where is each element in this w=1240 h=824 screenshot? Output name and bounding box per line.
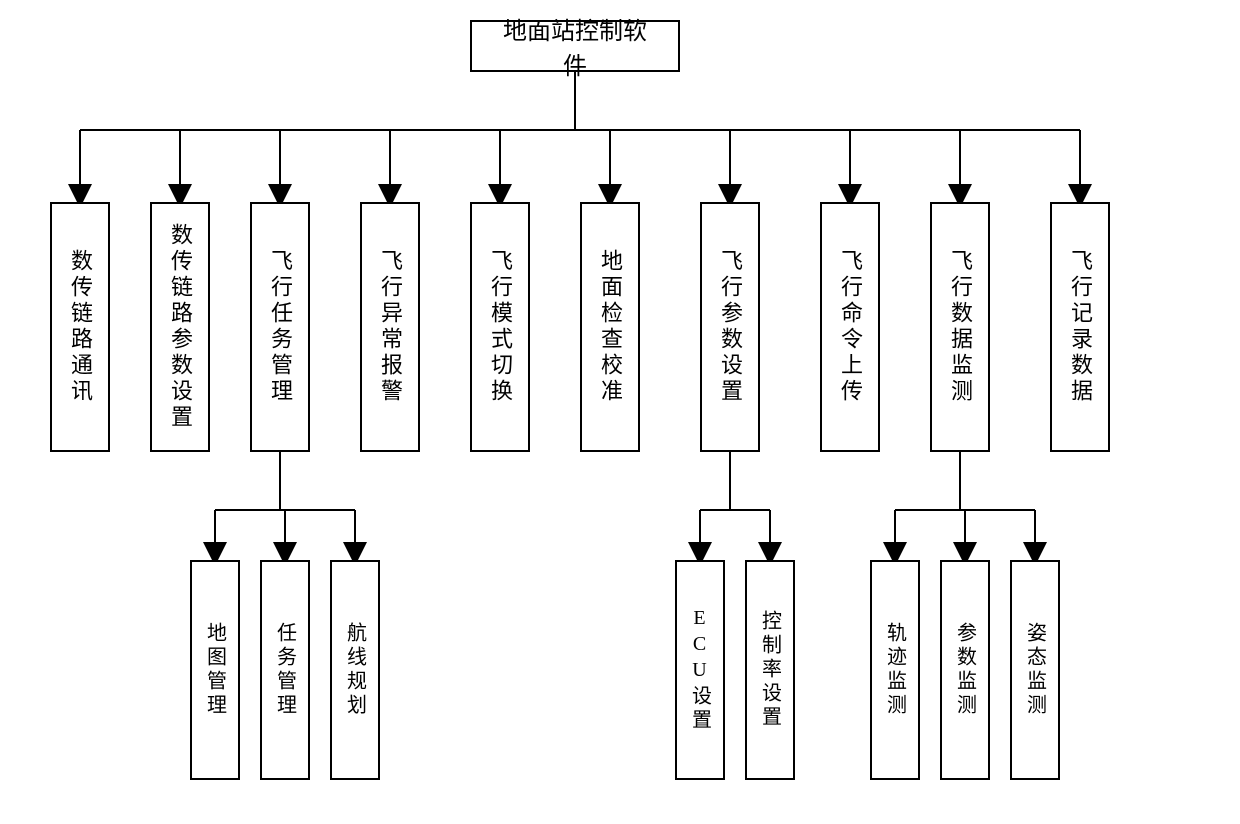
root-label: 地面站控制软件	[492, 11, 658, 81]
level2-label-6: 飞行参数设置	[714, 249, 746, 405]
level3-label-2-1: 控制率设置	[756, 610, 785, 730]
level2-node-2: 飞行任务管理	[250, 202, 310, 452]
level3-label-3-0: 轨迹监测	[881, 622, 910, 718]
level2-label-1: 数传链路参数设置	[164, 223, 196, 431]
level3-node-3-2: 姿态监测	[1010, 560, 1060, 780]
level3-label-3-2: 姿态监测	[1021, 622, 1050, 718]
level2-label-7: 飞行命令上传	[834, 249, 866, 405]
level2-node-0: 数传链路通讯	[50, 202, 110, 452]
level2-node-5: 地面检查校准	[580, 202, 640, 452]
level3-label-2-0: ECU设置	[686, 607, 715, 733]
level2-node-8: 飞行数据监测	[930, 202, 990, 452]
level3-node-1-1: 任务管理	[260, 560, 310, 780]
level2-label-5: 地面检查校准	[594, 249, 626, 405]
level2-label-0: 数传链路通讯	[64, 249, 96, 405]
level3-node-1-2: 航线规划	[330, 560, 380, 780]
level2-label-8: 飞行数据监测	[944, 249, 976, 405]
level2-node-3: 飞行异常报警	[360, 202, 420, 452]
level3-node-3-1: 参数监测	[940, 560, 990, 780]
level3-label-1-0: 地图管理	[201, 622, 230, 718]
level3-node-3-0: 轨迹监测	[870, 560, 920, 780]
level2-node-9: 飞行记录数据	[1050, 202, 1110, 452]
level2-node-4: 飞行模式切换	[470, 202, 530, 452]
level2-node-7: 飞行命令上传	[820, 202, 880, 452]
root-node: 地面站控制软件	[470, 20, 680, 72]
level3-node-2-0: ECU设置	[675, 560, 725, 780]
level3-node-2-1: 控制率设置	[745, 560, 795, 780]
level3-label-1-1: 任务管理	[271, 622, 300, 718]
level3-label-3-1: 参数监测	[951, 622, 980, 718]
level3-label-1-2: 航线规划	[341, 622, 370, 718]
level2-label-2: 飞行任务管理	[264, 249, 296, 405]
level2-node-6: 飞行参数设置	[700, 202, 760, 452]
level3-node-1-0: 地图管理	[190, 560, 240, 780]
level2-node-1: 数传链路参数设置	[150, 202, 210, 452]
level2-label-4: 飞行模式切换	[484, 249, 516, 405]
level2-label-9: 飞行记录数据	[1064, 249, 1096, 405]
level2-label-3: 飞行异常报警	[374, 249, 406, 405]
